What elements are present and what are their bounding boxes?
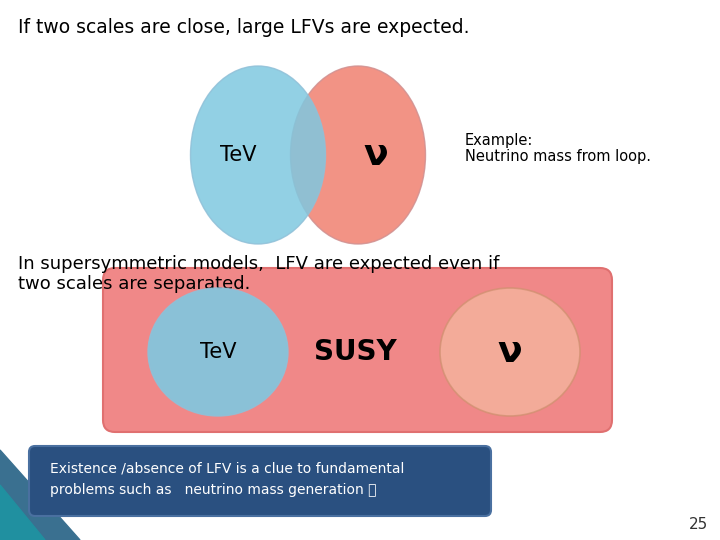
Text: ν: ν bbox=[364, 138, 388, 172]
FancyBboxPatch shape bbox=[103, 268, 612, 432]
Ellipse shape bbox=[191, 66, 325, 244]
Ellipse shape bbox=[290, 66, 426, 244]
Ellipse shape bbox=[440, 288, 580, 416]
Text: two scales are separated.: two scales are separated. bbox=[18, 275, 251, 293]
Text: TeV: TeV bbox=[220, 145, 256, 165]
Text: Neutrino mass from loop.: Neutrino mass from loop. bbox=[465, 150, 651, 165]
Text: Example:: Example: bbox=[465, 132, 534, 147]
Text: 25: 25 bbox=[689, 517, 708, 532]
Polygon shape bbox=[0, 450, 80, 540]
Text: In supersymmetric models,  LFV are expected even if: In supersymmetric models, LFV are expect… bbox=[18, 255, 500, 273]
Ellipse shape bbox=[148, 288, 288, 416]
Text: ν: ν bbox=[498, 335, 522, 369]
Text: TeV: TeV bbox=[199, 342, 236, 362]
Text: If two scales are close, large LFVs are expected.: If two scales are close, large LFVs are … bbox=[18, 18, 469, 37]
FancyBboxPatch shape bbox=[29, 446, 491, 516]
Text: SUSY: SUSY bbox=[314, 338, 397, 366]
Text: Existence /absence of LFV is a clue to fundamental: Existence /absence of LFV is a clue to f… bbox=[50, 461, 405, 475]
Text: problems such as   neutrino mass generation 。: problems such as neutrino mass generatio… bbox=[50, 483, 377, 497]
Polygon shape bbox=[0, 485, 45, 540]
